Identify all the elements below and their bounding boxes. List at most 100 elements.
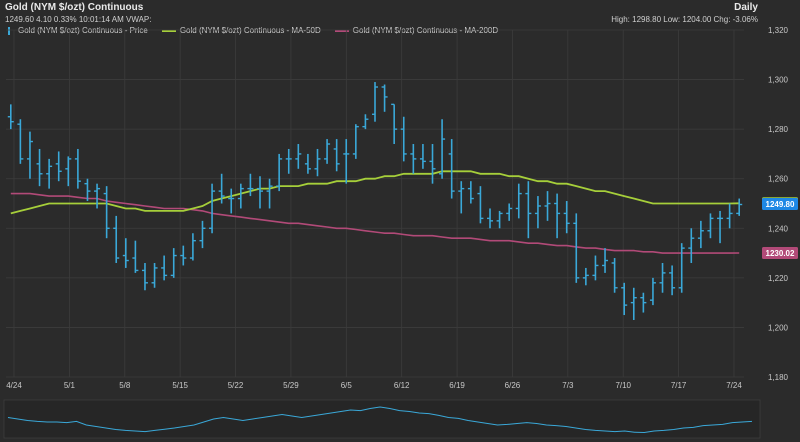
ohlc-bar[interactable] [285, 148, 292, 174]
ohlc-bar[interactable] [189, 233, 196, 261]
ohlc-bar[interactable] [448, 139, 455, 199]
ohlc-bar[interactable] [36, 148, 43, 187]
legend-item-ma50[interactable]: Gold (NYM $/ozt) Continuous - MA-50D [161, 26, 321, 35]
ohlc-bar[interactable] [65, 156, 72, 187]
ohlc-bar[interactable] [563, 201, 570, 234]
ma200-line [10, 192, 740, 254]
y-axis-labels: 1,180 1,200 1,220 1,240 1,260 1,280 1,300 1,320 [768, 26, 789, 382]
ohlc-bar[interactable] [707, 213, 714, 239]
ohlc-bar[interactable] [391, 103, 398, 145]
ohlc-bar[interactable] [180, 245, 187, 266]
ohlc-bar[interactable] [458, 181, 465, 214]
chart-title: Gold (NYM $/ozt) Continuous [5, 2, 144, 13]
ma200-badge-bg [762, 247, 798, 260]
ohlc-bar[interactable] [678, 243, 685, 293]
ohlc-bar[interactable] [113, 215, 120, 263]
period-label[interactable]: Daily [734, 2, 758, 13]
ohlc-bar[interactable] [525, 181, 532, 239]
ohlc-bar[interactable] [314, 148, 321, 177]
ohlc-bar[interactable] [103, 186, 110, 239]
legend-price-label: Gold (NYM $/ozt) Continuous - Price [18, 26, 148, 35]
ohlc-bar[interactable] [141, 262, 148, 291]
ohlc-bar[interactable] [429, 144, 436, 184]
ohlc-bar[interactable] [324, 139, 331, 164]
ohlc-bar[interactable] [717, 210, 724, 244]
legend-item-price[interactable]: Gold (NYM $/ozt) Continuous - Price [8, 26, 148, 35]
ohlc-bar[interactable] [697, 220, 704, 249]
ohlc-bar[interactable] [276, 153, 283, 192]
ohlc-bar[interactable] [84, 178, 91, 202]
legend-item-ma200[interactable]: Gold (NYM $/ozt) Continuous - MA-200D [334, 26, 498, 35]
ohlc-bar[interactable] [400, 116, 407, 162]
x-tick-label: 6/5 [341, 381, 353, 390]
ohlc-bar[interactable] [649, 277, 656, 306]
ohlc-bar[interactable] [7, 104, 14, 130]
price-swatch-icon [8, 26, 14, 35]
ohlc-bar[interactable] [381, 84, 388, 112]
x-tick-label: 6/26 [505, 381, 521, 390]
ohlc-bar[interactable] [170, 248, 177, 278]
ohlc-bar[interactable] [209, 183, 216, 234]
ohlc-bar[interactable] [554, 193, 561, 239]
ohlc-bar[interactable] [266, 178, 273, 209]
ohlc-bar[interactable] [726, 203, 733, 229]
ohlc-bar[interactable] [630, 287, 637, 320]
ohlc-bar[interactable] [237, 183, 244, 209]
ohlc-bar[interactable] [333, 139, 340, 172]
ohlc-bar[interactable] [94, 183, 101, 209]
ohlc-bar[interactable] [515, 183, 522, 219]
ohlc-bar[interactable] [477, 186, 484, 224]
x-tick-label: 5/22 [228, 381, 244, 390]
ma200-swatch-icon [334, 29, 349, 32]
ohlc-bar[interactable] [199, 220, 206, 249]
ohlc-bar[interactable] [132, 240, 139, 273]
ohlc-bar[interactable] [218, 173, 225, 204]
ohlc-bar[interactable] [362, 114, 369, 130]
ohlc-bar[interactable] [55, 151, 62, 182]
ohlc-bar[interactable] [736, 198, 743, 216]
ohlc-bar[interactable] [602, 248, 609, 273]
ohlc-bar[interactable] [17, 119, 24, 164]
ohlc-bar[interactable] [534, 196, 541, 229]
ohlc-bar[interactable] [74, 148, 81, 189]
ohlc-bar[interactable] [247, 173, 254, 197]
ohlc-bar[interactable] [26, 131, 33, 179]
ohlc-bar[interactable] [419, 144, 426, 169]
ohlc-bar[interactable] [592, 255, 599, 281]
ohlc-bar[interactable] [688, 228, 695, 263]
ohlc-bar[interactable] [582, 267, 589, 286]
legend-ma50-label: Gold (NYM $/ozt) Continuous - MA-50D [179, 26, 321, 35]
ohlc-bar[interactable] [46, 158, 53, 189]
x-tick-label: 7/10 [615, 381, 631, 390]
ohlc-bar[interactable] [256, 176, 263, 209]
y-tick-label: 1,300 [768, 76, 789, 85]
ohlc-bar[interactable] [161, 255, 168, 281]
ohlc-bar[interactable] [151, 262, 158, 288]
y-tick-label: 1,220 [768, 274, 789, 283]
price-badge-bg [762, 197, 798, 210]
ohlc-bar[interactable] [439, 119, 446, 179]
x-tick-label: 7/24 [726, 381, 742, 390]
ohlc-bar[interactable] [544, 191, 551, 221]
ohlc-bar[interactable] [506, 203, 513, 221]
ohlc-bar[interactable] [304, 153, 311, 174]
ohlc-bar[interactable] [611, 258, 618, 293]
ohlc-bar[interactable] [372, 82, 378, 122]
y-tick-label: 1,180 [768, 373, 789, 382]
ohlc-bar[interactable] [669, 265, 676, 296]
ohlc-bar[interactable] [343, 139, 350, 184]
ohlc-bar[interactable] [659, 262, 666, 293]
ohlc-bar[interactable] [573, 213, 580, 283]
ohlc-bar[interactable] [228, 188, 235, 214]
ohlc-bar[interactable] [621, 282, 628, 316]
ohlc-bar[interactable] [487, 208, 494, 229]
ohlc-bar[interactable] [467, 181, 474, 204]
stats-line: High: 1298.80 Low: 1204.00 Chg: -3.06% [611, 15, 758, 24]
ohlc-bar[interactable] [122, 238, 129, 268]
ohlc-bar[interactable] [295, 144, 302, 169]
ohlc-bar[interactable] [640, 292, 647, 313]
ohlc-bar[interactable] [496, 210, 503, 229]
ohlc-bar[interactable] [352, 124, 359, 159]
ohlc-bar[interactable] [410, 144, 417, 174]
